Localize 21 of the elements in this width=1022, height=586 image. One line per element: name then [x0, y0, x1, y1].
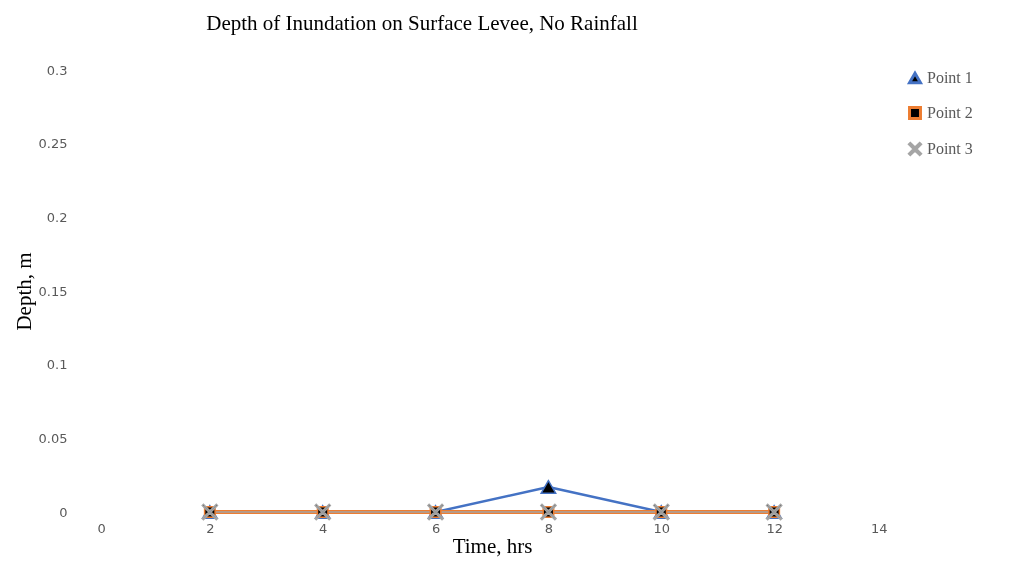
legend-label: Point 3 — [927, 140, 973, 157]
legend-label: Point 1 — [927, 69, 973, 86]
x-tick-label: 0 — [97, 520, 106, 536]
y-tick-label: 0 — [59, 504, 68, 520]
x-tick-label: 12 — [766, 520, 783, 536]
legend-label: Point 2 — [927, 104, 973, 121]
y-tick-label: 0.3 — [46, 62, 68, 78]
y-tick-label: 0.25 — [38, 136, 68, 152]
x-tick-label: 8 — [544, 520, 554, 536]
x-tick-label: 4 — [319, 520, 328, 536]
x-axis-title: Time, hrs — [452, 533, 533, 558]
chart-title: Depth of Inundation on Surface Levee, No Rainfall — [206, 11, 638, 35]
y-tick-label: 0.2 — [46, 209, 68, 225]
x-tick-label: 2 — [206, 520, 215, 536]
x-tick-label: 6 — [431, 520, 441, 536]
x-tick-label: 10 — [653, 520, 671, 536]
y-tick-label: 0.1 — [46, 357, 68, 373]
y-axis-title: Depth, m — [11, 252, 36, 331]
y-tick-label: 0.05 — [38, 430, 68, 446]
x-tick-label: 14 — [870, 520, 888, 536]
y-tick-label: 0.15 — [38, 283, 68, 299]
